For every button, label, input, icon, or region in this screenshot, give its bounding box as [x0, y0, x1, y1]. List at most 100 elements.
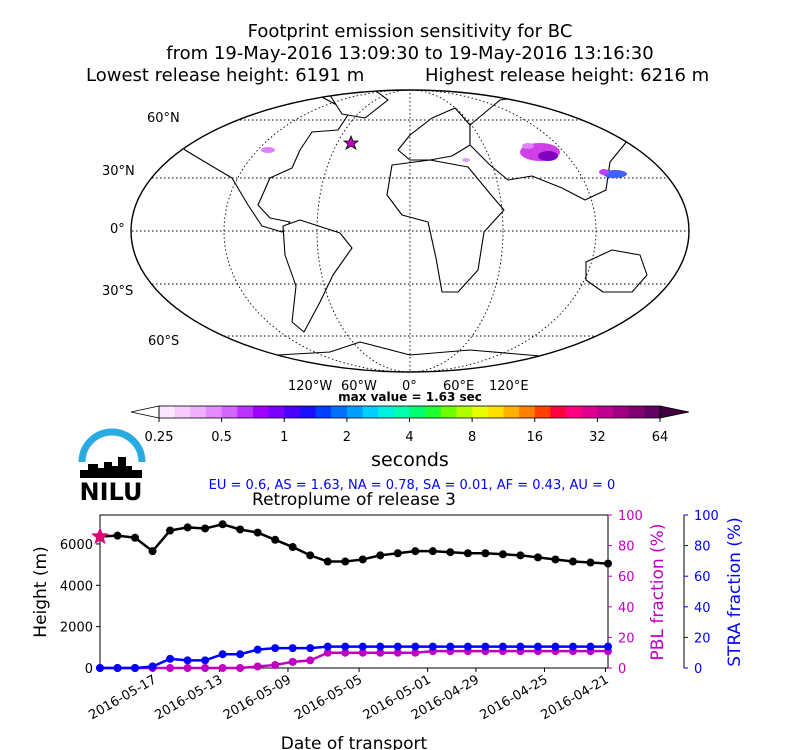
colorbar-segment: [252, 406, 270, 418]
series-point: [358, 555, 367, 564]
series-point: [411, 648, 420, 657]
colorbar-segment: [284, 406, 301, 418]
series-point: [516, 551, 525, 560]
series-point: [411, 642, 420, 651]
series-point: [96, 664, 104, 672]
series-point: [551, 555, 560, 564]
y-axis-label-stra: STRA fraction (%): [725, 517, 745, 666]
release-star-marker: [91, 527, 109, 545]
colorbar-segment: [503, 406, 520, 418]
series-point: [218, 664, 227, 672]
series-point: [271, 644, 280, 653]
colorbar-segment: [174, 406, 191, 418]
series-point: [428, 642, 437, 651]
plot-frame: [99, 514, 609, 669]
x-tick-label: 2016-05-09: [221, 672, 294, 723]
colorbar-segment: [237, 406, 254, 418]
stra-tick-label: 0: [694, 662, 702, 677]
lat-label: 60°N: [147, 111, 180, 126]
chart-title: Retroplume of release 3: [252, 490, 456, 510]
colorbar-segment: [346, 406, 364, 418]
series-point: [428, 547, 437, 556]
pbl-tick-label: 20: [618, 631, 635, 646]
series-point: [463, 642, 472, 651]
pbl-tick-label: 100: [618, 509, 643, 524]
colorbar: [130, 405, 690, 419]
colorbar-segment: [534, 406, 551, 418]
colorbar-segment: [566, 406, 583, 418]
lon-label: 60°W: [341, 379, 377, 394]
series-line: [99, 523, 609, 565]
series-point: [376, 642, 385, 651]
series-point: [236, 525, 245, 534]
colorbar-segment: [550, 406, 567, 418]
colorbar-segment: [378, 406, 395, 418]
colorbar-segment: [299, 406, 317, 418]
lat-label: 0°: [110, 222, 125, 237]
y-tick-label: 2000: [60, 621, 93, 636]
lon-label: 120°E: [489, 379, 529, 394]
stra-tick-label: 60: [694, 570, 711, 585]
series-point: [446, 642, 455, 651]
colorbar-segment: [221, 406, 238, 418]
series-point: [218, 650, 227, 659]
series-point: [358, 648, 367, 657]
series-point: [183, 664, 192, 672]
x-tick-label: 2016-04-25: [478, 672, 551, 723]
x-tick-label: 2016-05-13: [152, 672, 225, 723]
series-point: [306, 551, 315, 560]
series-point: [586, 642, 595, 651]
y-axis-label-height: Height (m): [31, 546, 51, 637]
retroplume-chart: 0 2000 4000 6000 0 20 40 60 80 100 0 20 40 60 80 100 201…: [60, 509, 719, 723]
axes: 0 2000 4000 6000 0 20 40 60 80 100 0 20 40 60 80 100 201…: [60, 509, 719, 723]
map-title: Footprint emission sensitivity for BC: [247, 21, 573, 42]
series-point: [288, 543, 297, 552]
series-point: [201, 524, 210, 533]
colorbar-segment: [268, 406, 285, 418]
series-point: [376, 648, 385, 657]
colorbar-extend-max: [659, 405, 690, 419]
y-tick-label: 4000: [60, 579, 93, 594]
footprint-sensitivity: [261, 143, 627, 178]
release-location-star: [342, 134, 360, 150]
series-point: [306, 644, 315, 653]
colorbar-ticks: 0.25 0.5 1 2 4 8 16 32 64: [145, 418, 669, 445]
series-point: [341, 642, 350, 651]
x-tick-label: 2016-05-17: [86, 672, 159, 723]
colorbar-segment: [440, 406, 457, 418]
colorbar-tick-label: 0.25: [145, 430, 174, 445]
colorbar-segment: [393, 406, 410, 418]
lon-label: 60°E: [443, 379, 474, 394]
x-tick-label: 2016-04-21: [539, 672, 612, 723]
highest-release-height: Highest release height: 6216 m: [425, 65, 710, 86]
x-axis-label: Date of transport: [281, 734, 428, 750]
series-point: [306, 656, 315, 665]
series-point: [533, 553, 542, 562]
series-point: [323, 648, 332, 657]
y-axis-label-pbl: PBL fraction (%): [648, 524, 668, 661]
series-point: [393, 642, 402, 651]
series-point: [218, 520, 227, 529]
series-point: [236, 664, 245, 672]
colorbar-segment: [425, 406, 442, 418]
colorbar-segment: [472, 406, 489, 418]
region-summary: EU = 0.6, AS = 1.63, NA = 0.78, SA = 0.0…: [209, 478, 616, 493]
series-point: [183, 656, 192, 665]
colorbar-tick-label: 16: [526, 430, 543, 445]
series-point: [516, 642, 525, 651]
stra-tick-label: 40: [694, 601, 711, 616]
lat-label: 30°N: [102, 164, 135, 179]
series-point: [393, 549, 402, 558]
lat-label: 60°S: [148, 334, 179, 349]
colorbar-segment: [315, 406, 332, 418]
colorbar-tick-label: 64: [652, 430, 669, 445]
series-point: [568, 557, 577, 566]
y-tick-label: 0: [85, 662, 93, 677]
series-line: [100, 645, 608, 670]
lat-label: 30°S: [102, 284, 133, 299]
pbl-tick-label: 0: [618, 662, 626, 677]
series-point: [498, 550, 507, 559]
series-point: [236, 650, 245, 659]
